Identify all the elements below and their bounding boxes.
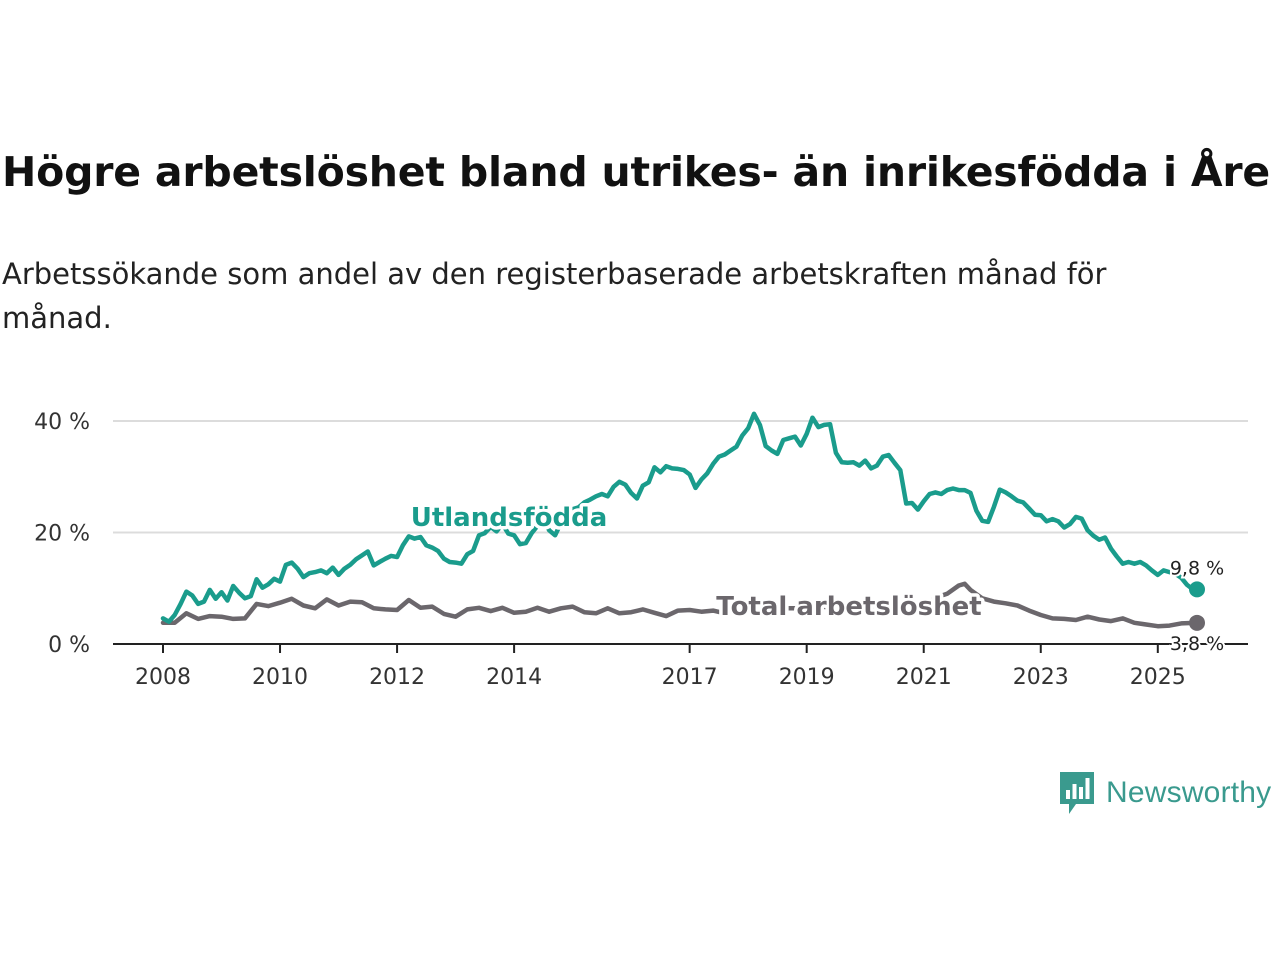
line-chart: 0 % 20 % 40 % 2008 2010 2012 2014 2017 2019 2021 2… — [34, 410, 1248, 690]
end-value-label: 3,8 % — [1170, 633, 1224, 655]
series-label-total: Total arbetslöshet — [716, 592, 981, 622]
newsworthy-logo: Newsworthy — [1058, 770, 1271, 816]
x-tick-label: 2008 — [135, 665, 191, 690]
x-tick-label: 2012 — [369, 665, 425, 690]
end-value-label: 9,8 % — [1170, 557, 1224, 579]
x-tick-label: 2021 — [896, 665, 952, 690]
y-tick-label: 40 % — [34, 410, 90, 435]
chart-title: Högre arbetslöshet bland utrikes- än inr… — [2, 148, 1271, 196]
end-point-marker — [1189, 614, 1205, 631]
end-point-marker — [1189, 581, 1205, 598]
x-tick-label: 2014 — [486, 665, 542, 690]
x-tick-label: 2023 — [1013, 665, 1069, 690]
x-tick-label: 2019 — [779, 665, 835, 690]
chart-subtitle: Arbetssökande som andel av den registerb… — [2, 257, 1107, 335]
y-tick-label: 0 % — [48, 633, 90, 658]
series-line-total — [160, 581, 1200, 629]
newsworthy-wordmark: Newsworthy — [1106, 776, 1272, 809]
x-tick-label: 2017 — [662, 665, 718, 690]
newsworthy-logo-icon — [1060, 772, 1094, 814]
x-tick-label: 2025 — [1130, 665, 1186, 690]
series-line-utlandsfodda — [160, 411, 1200, 624]
series-label-utlandsfodda: Utlandsfödda — [411, 503, 608, 533]
y-tick-label: 20 % — [34, 522, 90, 547]
x-tick-label: 2010 — [252, 665, 308, 690]
